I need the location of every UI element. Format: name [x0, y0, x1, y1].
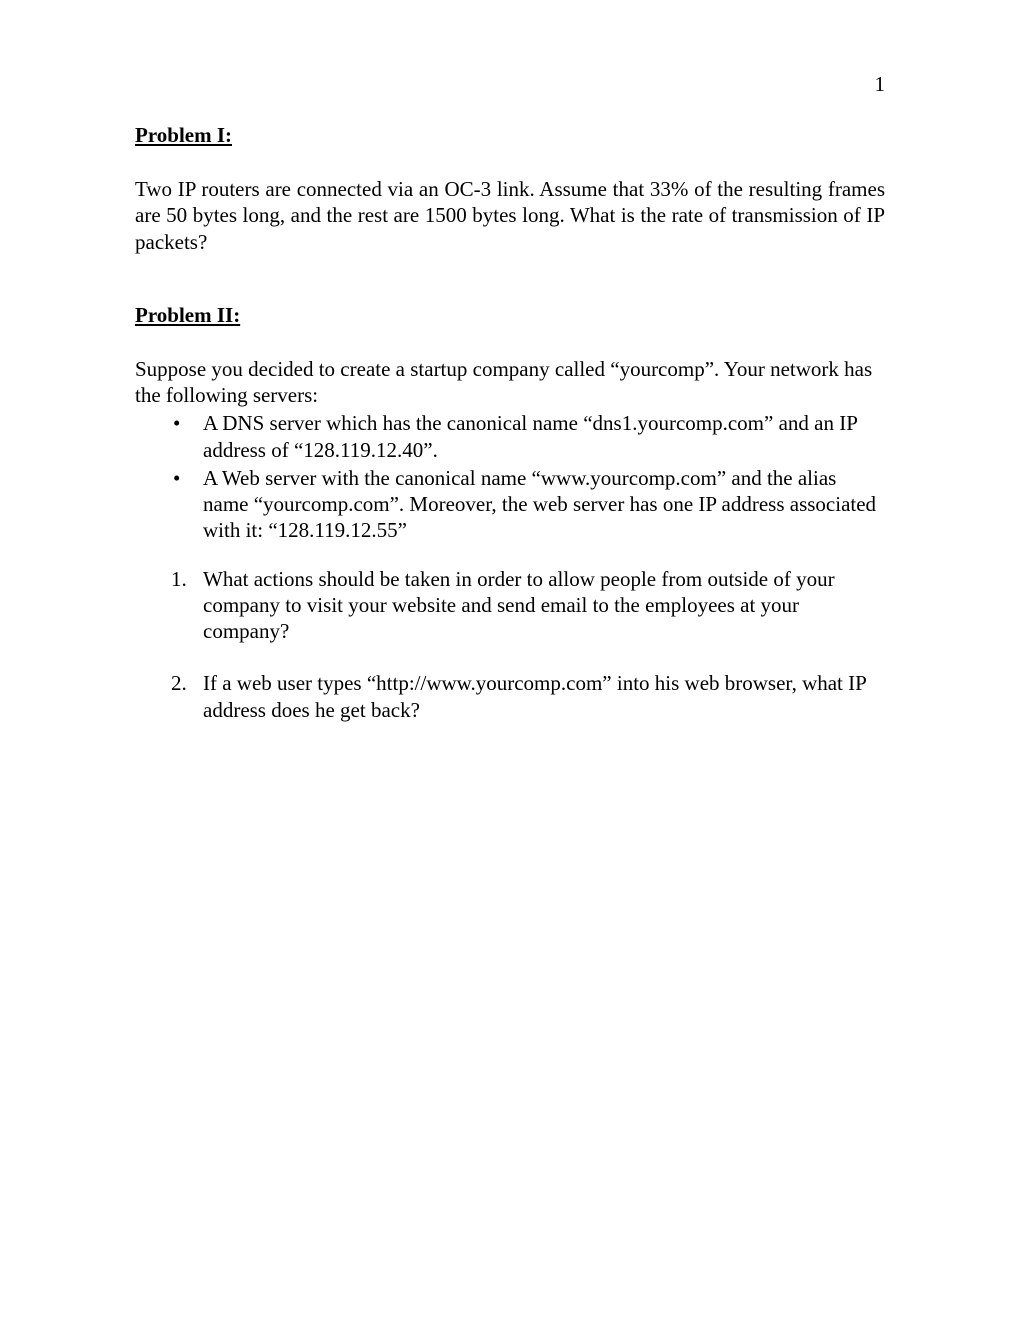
- problem-2-intro: Suppose you decided to create a startup …: [135, 356, 885, 409]
- problem-2-heading: Problem II:: [135, 303, 885, 328]
- problem-1-heading: Problem I:: [135, 123, 885, 148]
- page-number: 1: [875, 72, 886, 97]
- list-item: A Web server with the canonical name “ww…: [203, 465, 885, 544]
- list-item: What actions should be taken in order to…: [203, 566, 885, 645]
- document-page: 1 Problem I: Two IP routers are connecte…: [0, 0, 1020, 723]
- problem-2-question-list: What actions should be taken in order to…: [135, 566, 885, 723]
- list-item: A DNS server which has the canonical nam…: [203, 410, 885, 463]
- problem-2-bullet-list: A DNS server which has the canonical nam…: [135, 410, 885, 543]
- list-item: If a web user types “http://www.yourcomp…: [203, 670, 885, 723]
- problem-1-text: Two IP routers are connected via an OC-3…: [135, 176, 885, 255]
